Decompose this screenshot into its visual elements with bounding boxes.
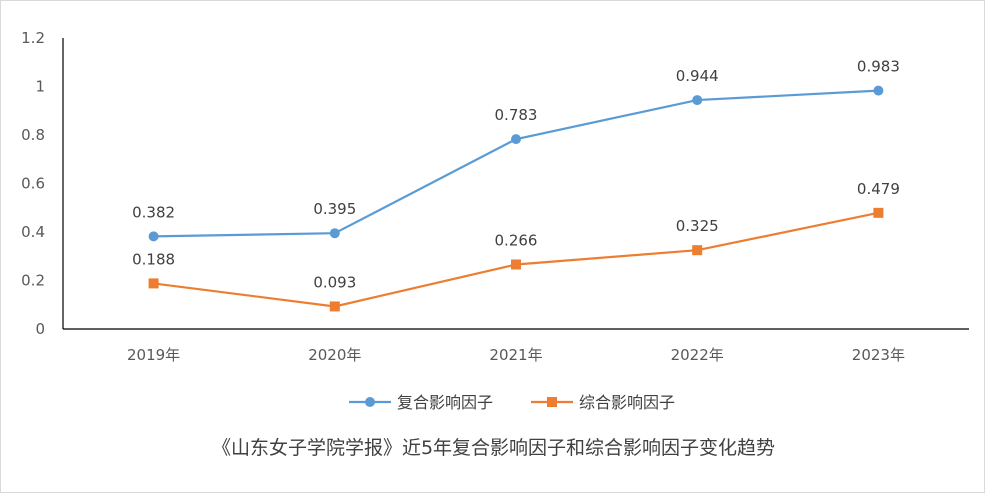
x-axis: 2019年 2020年 2021年 2022年 2023年 — [63, 328, 969, 364]
data-label: 0.783 — [495, 106, 538, 124]
x-tick-label: 2023年 — [852, 346, 905, 364]
data-point — [148, 231, 159, 242]
data-point — [873, 207, 884, 218]
data-point — [692, 245, 703, 256]
line-chart: 00.20.40.60.811.2 2019年 2020年 2021年 2022年 20… — [21, 29, 969, 412]
series-1: 0.382 0.395 0.783 0.944 0.983 — [132, 58, 900, 242]
legend-label: 综合影响因子 — [579, 393, 675, 412]
data-point — [873, 85, 884, 96]
data-point — [692, 95, 703, 106]
chart-caption: 《山东女子学院学报》近5年复合影响因子和综合影响因子变化趋势 — [211, 437, 776, 459]
data-label: 0.479 — [857, 180, 900, 198]
y-tick-label: 1.2 — [21, 29, 45, 47]
x-tick-label: 2020年 — [308, 346, 361, 364]
legend-marker — [547, 397, 557, 407]
legend-item-2: 综合影响因子 — [531, 393, 675, 412]
x-tick-label: 2021年 — [489, 346, 542, 364]
data-label: 0.382 — [132, 203, 175, 221]
legend-item-1: 复合影响因子 — [349, 393, 493, 412]
data-point — [329, 228, 340, 239]
data-point — [148, 278, 159, 289]
data-label: 0.395 — [313, 200, 356, 218]
data-label: 0.983 — [857, 58, 900, 76]
y-tick-label: 1 — [35, 78, 45, 96]
x-tick-label: 2022年 — [671, 346, 724, 364]
data-point — [511, 259, 521, 270]
legend-marker — [365, 397, 375, 407]
data-label: 0.944 — [676, 67, 719, 85]
legend-label: 复合影响因子 — [397, 393, 493, 412]
series-2: 0.188 0.093 0.266 0.325 0.479 — [132, 180, 900, 312]
legend: 复合影响因子 综合影响因子 — [349, 393, 675, 412]
x-tick-label: 2019年 — [127, 346, 180, 364]
y-tick-label: 0.8 — [21, 126, 45, 144]
data-label: 0.093 — [313, 273, 356, 291]
data-point — [329, 301, 340, 312]
data-label: 0.266 — [495, 231, 538, 249]
series-group: 0.382 0.395 0.783 0.944 0.983 0.188 0.093 0.266… — [132, 58, 900, 312]
y-axis: 0 0.2 0.4 0.6 0.8 1 1.2 — [21, 29, 64, 338]
y-tick-label: 0 — [35, 320, 45, 338]
data-point — [511, 134, 521, 145]
y-tick-label: 0.6 — [21, 175, 45, 193]
y-tick-label: 0.4 — [21, 223, 45, 241]
y-tick-label: 0.2 — [21, 272, 45, 290]
data-label: 0.325 — [676, 217, 719, 235]
data-label: 0.188 — [132, 250, 175, 268]
